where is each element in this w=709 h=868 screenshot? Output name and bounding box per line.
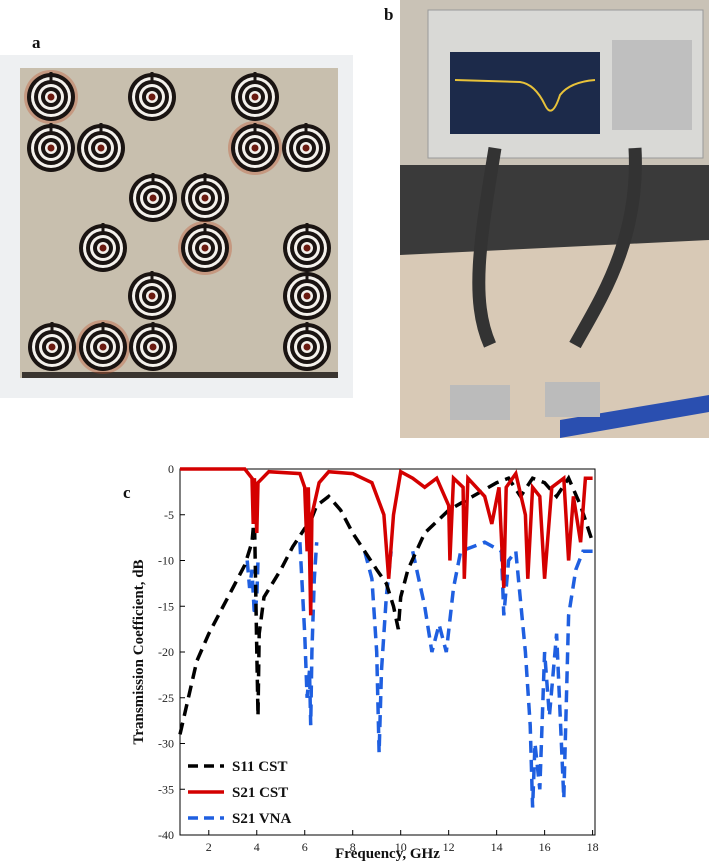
ring: [99, 244, 107, 252]
ring: [47, 93, 55, 101]
board-edge: [22, 372, 338, 378]
board: [20, 68, 338, 378]
x-tick-label: 14: [491, 840, 503, 854]
ring: [97, 144, 105, 152]
ring: [148, 292, 156, 300]
series-line: [178, 474, 595, 735]
ring: [201, 194, 209, 202]
legend-label: S21 CST: [232, 785, 288, 801]
x-axis-title: Frequency, GHz: [335, 846, 440, 862]
ring-gap: [305, 271, 309, 280]
x-tick-label: 18: [587, 840, 599, 854]
y-tick-label: -5: [164, 508, 174, 522]
ring-gap: [99, 123, 103, 132]
ring: [303, 244, 311, 252]
series-line: [245, 540, 593, 808]
y-tick-label: -30: [158, 737, 174, 751]
ring-gap: [101, 322, 105, 331]
ring-gap: [253, 72, 257, 81]
ring-gap: [305, 223, 309, 232]
ring-gap: [305, 322, 309, 331]
panel-label: c: [123, 483, 131, 502]
ring-gap: [49, 123, 53, 132]
y-tick-label: -10: [158, 554, 174, 568]
antenna: [450, 385, 510, 420]
ring: [99, 343, 107, 351]
chart: 0 -5 -10 -15 -20 -25 -30 -35 -40 2 4 6 8 10 12 14 16 18 Fr…: [131, 462, 599, 862]
ring-gap: [203, 223, 207, 232]
y-tick-label: -25: [158, 691, 174, 705]
ring: [47, 144, 55, 152]
legend-label: S21 VNA: [232, 811, 291, 827]
ring-gap: [150, 271, 154, 280]
board-photo: [0, 55, 353, 398]
x-tick-label: 16: [539, 840, 551, 854]
x-tick-label: 10: [395, 840, 407, 854]
y-tick-label: -15: [158, 599, 174, 613]
tape: [560, 395, 709, 438]
ring: [251, 144, 259, 152]
screen-trace: [454, 79, 596, 112]
panel-label: a: [32, 33, 41, 52]
y-tick-label: -40: [158, 828, 174, 842]
ring: [149, 343, 157, 351]
ring-gap: [101, 223, 105, 232]
x-tick-label: 8: [350, 840, 356, 854]
ring-gap: [151, 322, 155, 331]
legend-label: S11 CST: [232, 759, 287, 775]
cable: [472, 146, 502, 348]
ring: [148, 93, 156, 101]
series-line: [180, 467, 593, 616]
ring: [302, 144, 310, 152]
ring: [201, 244, 209, 252]
x-tick-label: 12: [443, 840, 455, 854]
y-tick-label: -35: [158, 782, 174, 796]
y-tick-label: 0: [168, 462, 174, 476]
cable: [569, 147, 642, 349]
ring: [149, 194, 157, 202]
x-tick-label: 6: [302, 840, 308, 854]
y-axis-title: Transmission Coefficient, dB: [131, 559, 147, 744]
keypad: [612, 40, 692, 130]
ring: [251, 93, 259, 101]
ring-gap: [150, 72, 154, 81]
screen: [450, 52, 600, 134]
ring-gap: [203, 173, 207, 182]
y-tick-label: -20: [158, 645, 174, 659]
ring: [303, 343, 311, 351]
ring-gap: [253, 123, 257, 132]
vna-photo: [400, 0, 709, 438]
ring-gap: [50, 322, 54, 331]
resonator-array: [24, 70, 331, 374]
ring-gap: [49, 72, 53, 81]
panel-label: b: [384, 5, 393, 24]
ring: [303, 292, 311, 300]
ring-gap: [151, 173, 155, 182]
x-tick-label: 2: [206, 840, 212, 854]
x-tick-label: 4: [254, 840, 260, 854]
ring: [48, 343, 56, 351]
ring-gap: [304, 123, 308, 132]
antenna: [545, 382, 600, 417]
